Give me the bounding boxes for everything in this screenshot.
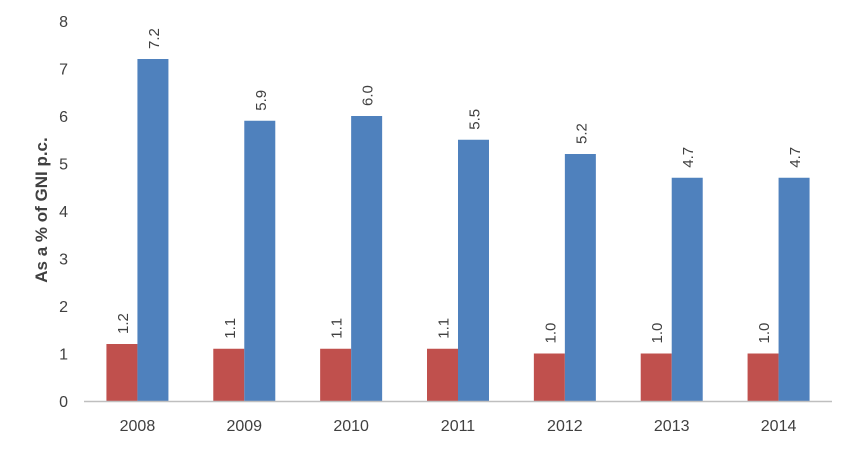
bar-series-2-2009 [244,120,276,401]
y-tick-label: 1 [59,347,68,364]
bar-series-2-2012 [564,154,596,401]
data-labels: 1.2 7.2 1.1 5.9 1.1 6.0 1.1 5.5 1.0 5.2 1.0 4.7 1.0 4… [115,28,804,343]
bar-series-1-2014 [747,353,779,401]
y-tick-label: 3 [59,252,68,269]
data-label-series-2-2014: 4.7 [787,147,804,168]
y-tick-label: 8 [59,14,68,31]
data-label-series-1-2009: 1.1 [222,318,239,339]
bar-series-1-2013 [640,353,672,401]
data-label-series-2-2008: 7.2 [146,28,163,49]
bar-series-2-2008 [137,59,169,401]
bar-series-2-2010 [351,116,383,401]
x-tick-label: 2012 [547,418,583,435]
x-tick-label: 2009 [226,418,262,435]
x-axis-ticks: 2008 2009 2010 2011 2012 2013 2014 [120,418,797,435]
bars [106,59,810,401]
y-axis-label: As a % of GNI p.c. [32,137,51,282]
data-label-series-2-2011: 5.5 [467,109,484,130]
data-label-series-2-2010: 6.0 [360,85,377,106]
data-label-series-1-2011: 1.1 [436,318,453,339]
bar-series-1-2010 [320,348,352,401]
data-label-series-1-2013: 1.0 [649,323,666,344]
y-tick-label: 0 [59,394,68,411]
x-tick-label: 2011 [441,418,476,435]
bar-series-2-2014 [778,177,810,401]
bar-series-2-2011 [458,139,489,401]
data-label-series-1-2014: 1.0 [756,323,773,344]
x-tick-label: 2010 [333,418,369,435]
y-tick-label: 7 [59,62,68,79]
bar-series-2-2013 [671,177,703,401]
y-tick-label: 6 [59,109,68,126]
x-tick-label: 2013 [654,418,690,435]
x-tick-label: 2008 [120,418,156,435]
y-tick-label: 5 [59,157,68,174]
data-label-series-2-2009: 5.9 [253,90,270,111]
y-tick-label: 2 [59,299,68,316]
bar-series-1-2008 [106,344,138,401]
bar-series-1-2011 [427,348,458,401]
bar-series-1-2009 [213,348,245,401]
bar-series-1-2012 [533,353,565,401]
x-tick-label: 2014 [761,418,797,435]
y-axis-ticks: 0 1 2 3 4 5 6 7 8 [59,14,68,411]
data-label-series-2-2013: 4.7 [680,147,697,168]
data-label-series-1-2008: 1.2 [115,313,132,334]
y-tick-label: 4 [59,204,68,221]
data-label-series-2-2012: 5.2 [573,123,590,144]
data-label-series-1-2012: 1.0 [542,323,559,344]
data-label-series-1-2010: 1.1 [329,318,346,339]
